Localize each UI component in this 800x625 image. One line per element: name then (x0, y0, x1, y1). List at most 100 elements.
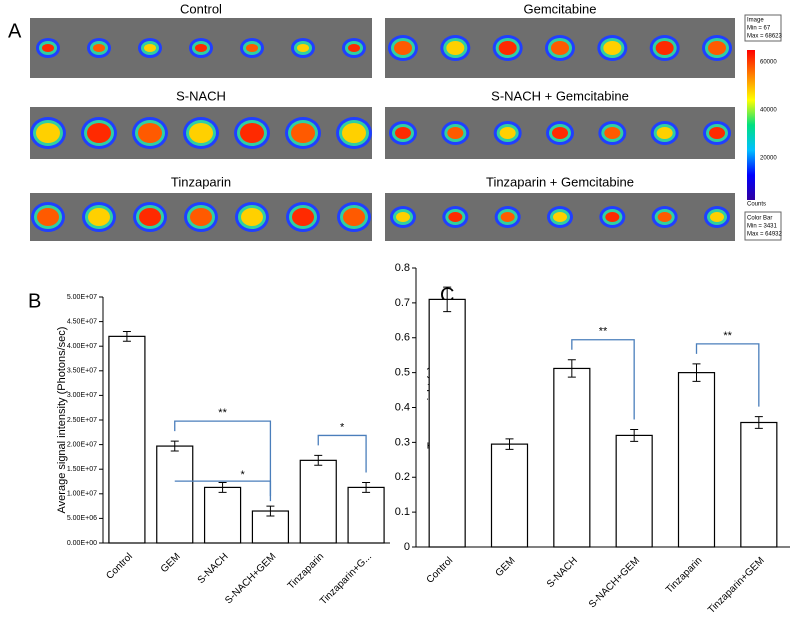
bar (490, 443, 529, 548)
significance-bracket (174, 420, 272, 497)
x-tick-label: S-NACH+GEM (587, 555, 642, 610)
tumor-signal (605, 212, 620, 222)
y-tick-label: 4.50E+07 (67, 318, 97, 325)
tumor-signal (446, 41, 465, 55)
y-tick-label: 2.50E+07 (67, 417, 97, 424)
image-title: Tinzaparin + Gemcitabine (486, 174, 634, 189)
error-bar (692, 363, 701, 382)
y-tick-label: 0.5 (395, 367, 410, 379)
tumor-signal (551, 41, 569, 55)
tumor-signal (655, 41, 674, 55)
tumor-signal (189, 123, 213, 143)
y-tick-label: 4.00E+07 (67, 343, 97, 350)
tumor-signal (500, 212, 515, 222)
error-bar (505, 438, 514, 450)
bar (615, 434, 653, 548)
info-box (744, 211, 782, 241)
info-text: Color Bar (747, 216, 772, 222)
bar (203, 486, 242, 544)
significance-bracket (174, 480, 272, 502)
tumor-signal (42, 44, 54, 52)
error-bar (314, 454, 323, 466)
tumor-signal (291, 123, 315, 143)
tumor-signal (144, 44, 156, 52)
significance-label: ** (723, 330, 732, 342)
tumor-signal (190, 208, 212, 226)
image-title: Tinzaparin (171, 174, 231, 189)
tumor-signal (448, 212, 463, 222)
significance-label: * (340, 421, 345, 433)
tumor-signal (138, 123, 162, 143)
tumor-signal (657, 212, 672, 222)
tumor-signal (447, 127, 464, 139)
x-tick-label: S-NACH+GEM (223, 551, 278, 606)
y-tick-label: 2.00E+07 (67, 441, 97, 448)
info-text: Image (747, 18, 764, 24)
panel-label: A (8, 20, 22, 42)
error-bar (122, 330, 131, 342)
colorbar-tick: 20000 (760, 156, 777, 162)
info-text: Max = 64932 (747, 232, 783, 238)
y-tick-label: 0.3 (395, 436, 410, 448)
x-tick-label: Control (104, 551, 135, 582)
x-tick-label: S-NACH (196, 551, 231, 586)
tumor-signal (246, 44, 258, 52)
y-tick-label: 5.00E+06 (67, 515, 97, 522)
bar (108, 335, 146, 544)
info-text: Min = 67 (747, 26, 771, 32)
error-bar (567, 359, 576, 378)
bar (299, 459, 337, 544)
y-axis-label: Average signal intensity (Photons/sec) (56, 327, 68, 514)
significance-bracket (317, 434, 367, 473)
tumor-signal (396, 212, 410, 222)
tumor-signal (342, 123, 366, 143)
tumor-signal (93, 44, 105, 52)
y-tick-label: 0.1 (395, 506, 410, 518)
significance-bracket (571, 339, 635, 420)
x-tick-label: S-NACH (545, 555, 580, 590)
tumor-signal (604, 127, 621, 139)
image-title: Control (180, 1, 222, 16)
image-title: S-NACH + Gemcitabine (491, 88, 629, 103)
tumor-signal (37, 208, 59, 226)
tumor-signal (710, 212, 724, 222)
x-tick-label: GEM (494, 555, 518, 579)
x-tick-label: Tinzaparin+G... (318, 551, 374, 607)
tumor-signal (553, 212, 567, 222)
colorbar (747, 50, 755, 200)
tumor-signal (603, 41, 622, 55)
tumor-signal (656, 127, 673, 139)
tumor-signal (498, 41, 517, 55)
tumor-signal (552, 127, 568, 139)
x-tick-label: Tinzaparin (664, 555, 705, 596)
tumor-signal (240, 123, 264, 143)
y-tick-label: 0.6 (395, 332, 410, 344)
significance-label: * (240, 469, 245, 481)
y-tick-label: 0.4 (395, 401, 410, 413)
x-tick-label: Control (425, 555, 456, 586)
colorbar-tick: 60000 (760, 60, 777, 66)
bar (677, 372, 716, 548)
tumor-signal (348, 44, 360, 52)
y-tick-label: 1.00E+07 (67, 491, 97, 498)
tumor-signal (241, 208, 263, 226)
image-title: S-NACH (176, 88, 226, 103)
error-bar (266, 505, 275, 517)
error-bar (443, 286, 452, 313)
tumor-signal (36, 123, 60, 143)
info-box (744, 14, 782, 42)
x-tick-label: Tinzaparin+GEM (706, 555, 767, 616)
y-tick-label: 0.7 (395, 297, 410, 309)
y-tick-label: 0.00E+00 (67, 540, 97, 547)
error-bar (218, 481, 227, 493)
y-tick-label: 5.00E+07 (67, 294, 97, 301)
x-tick-label: Tinzaparin (286, 551, 327, 592)
y-tick-label: 0 (404, 541, 410, 553)
tumor-signal (708, 41, 726, 55)
y-tick-label: 1.50E+07 (67, 466, 97, 473)
tumor-signal (297, 44, 309, 52)
tumor-signal (394, 41, 412, 55)
colorbar-unit: Counts (747, 202, 766, 208)
y-tick-label: 0.2 (395, 471, 410, 483)
